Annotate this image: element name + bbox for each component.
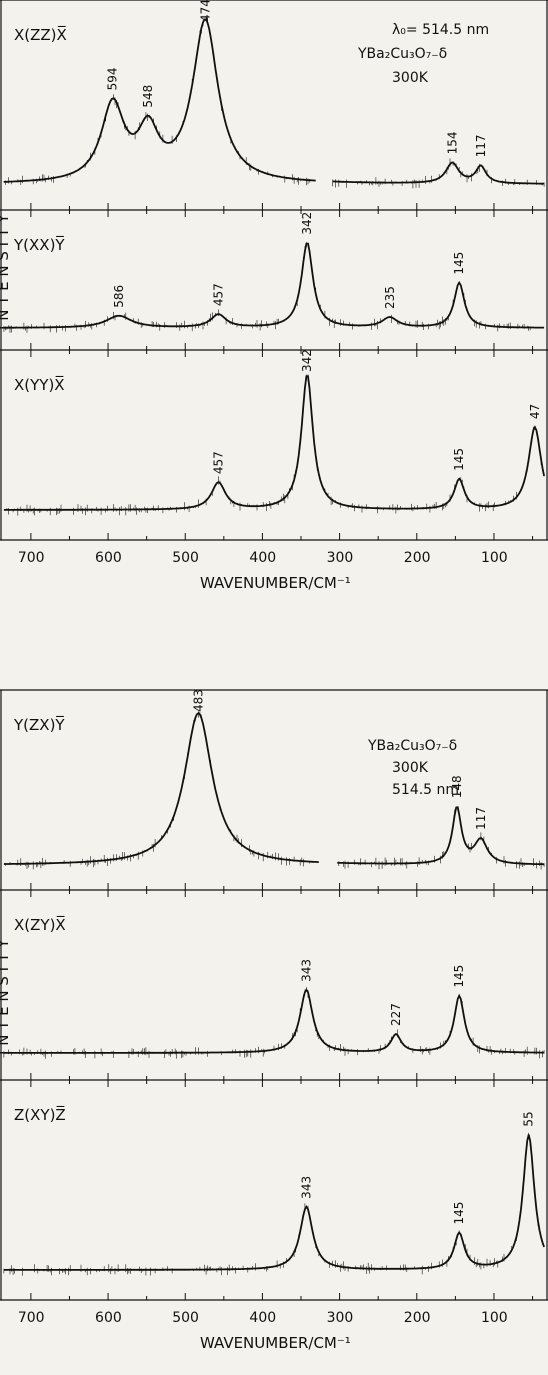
peak-label: 343 (299, 959, 313, 982)
x-tick-label: 700 (18, 550, 45, 566)
peak-label: 145 (452, 448, 466, 471)
panel-annotation: YBa₂Cu₃O₇₋δ (357, 46, 447, 62)
x-axis-label: WAVENUMBER/CM⁻¹ (200, 1334, 351, 1352)
panel-label: Y(ZX)Y̅ (13, 715, 65, 734)
spectrum-noise (3, 987, 545, 1059)
peak-label: 342 (300, 212, 314, 235)
panel-1-2: 586 457 342 235 145 Y(XX)Y̅ (0, 210, 548, 351)
peak-label: 47 (528, 404, 542, 419)
peak-label: 145 (452, 1202, 466, 1225)
panel-label: X(ZY)X̅ (14, 915, 66, 934)
peak-label: 117 (474, 134, 488, 157)
x-tick-label: 400 (249, 1310, 276, 1326)
x-tick-label: 700 (18, 1310, 45, 1326)
x-tick-label: 600 (95, 550, 122, 566)
panel-2-1: 483 148 117 Y(ZX)Y̅ YBa₂Cu₃O₇₋δ 300K 514.5 nm (0, 689, 548, 891)
spectrum-noise (3, 16, 545, 189)
peak-label: 117 (474, 807, 488, 830)
peak-label: 154 (445, 131, 459, 154)
peak-label: 145 (452, 965, 466, 988)
x-tick-label: 600 (95, 1310, 122, 1326)
panel-1-1: 594 548 474 154 117 X(ZZ)X̅ λ₀= 514.5 nm YBa₂Cu… (0, 0, 548, 211)
spectrum-line (3, 375, 545, 511)
panel-annotation: 300K (392, 70, 429, 86)
spectrum-line (3, 1134, 545, 1271)
x-tick-label: 100 (481, 550, 508, 566)
peak-label: 474 (198, 0, 212, 22)
peak-label: 548 (141, 85, 155, 108)
spectrum-line (3, 18, 545, 185)
x-axis-label: WAVENUMBER/CM⁻¹ (200, 574, 351, 592)
peak-label: 148 (450, 775, 464, 798)
spectrum-noise (5, 711, 545, 870)
panel-label: Z(XY)Z̅ (14, 1105, 66, 1124)
x-tick-label: 200 (404, 550, 431, 566)
peak-label: 342 (300, 349, 314, 372)
panel-label: X(YY)X̅ (14, 375, 65, 394)
panel-label: X(ZZ)X̅ (14, 25, 67, 44)
panel-label: Y(XX)Y̅ (13, 235, 65, 254)
x-tick-label: 500 (172, 550, 199, 566)
panel-annotation: 300K (392, 760, 429, 776)
peak-label: 343 (299, 1176, 313, 1199)
peak-label: 457 (211, 283, 225, 306)
x-tick-label: 400 (249, 550, 276, 566)
peak-label: 483 (191, 689, 205, 712)
peak-label: 594 (106, 67, 120, 90)
panel-annotation: YBa₂Cu₃O₇₋δ (367, 738, 457, 754)
x-tick-label: 300 (327, 1310, 354, 1326)
peak-label: 586 (112, 285, 126, 308)
panel-2-3: 343 145 55 Z(XY)Z̅ (0, 1080, 548, 1301)
peak-label: 145 (452, 252, 466, 275)
x-tick-label: 200 (404, 1310, 431, 1326)
peak-label: 55 (522, 1111, 536, 1126)
y-axis-label: I N T E N S I T Y (0, 213, 12, 330)
x-tick-label: 500 (172, 1310, 199, 1326)
spectrum-noise (6, 374, 545, 516)
y-axis-label: I N T E N S I T Y (0, 938, 12, 1055)
spectrum-noise (3, 242, 543, 333)
spectrum-noise (3, 1132, 539, 1276)
peak-label: 457 (211, 451, 225, 474)
panel-1-3: 457 342 145 47 X(YY)X̅ (0, 349, 548, 541)
spectrum-line (3, 988, 545, 1054)
panel-2-2: 343 227 145 X(ZY)X̅ (0, 890, 548, 1081)
panel-annotation: λ₀= 514.5 nm (392, 22, 489, 38)
figure-2: 483 148 117 Y(ZX)Y̅ YBa₂Cu₃O₇₋δ 300K 514.5 nm 3… (0, 689, 548, 1352)
x-tick-label: 300 (327, 550, 354, 566)
figure-1: 594 548 474 154 117 X(ZZ)X̅ λ₀= 514.5 nm YBa₂Cu… (0, 0, 548, 592)
peak-label: 235 (383, 286, 397, 309)
x-tick-label: 100 (481, 1310, 508, 1326)
panel-annotation: 514.5 nm (392, 782, 459, 798)
peak-label: 227 (389, 1003, 403, 1026)
